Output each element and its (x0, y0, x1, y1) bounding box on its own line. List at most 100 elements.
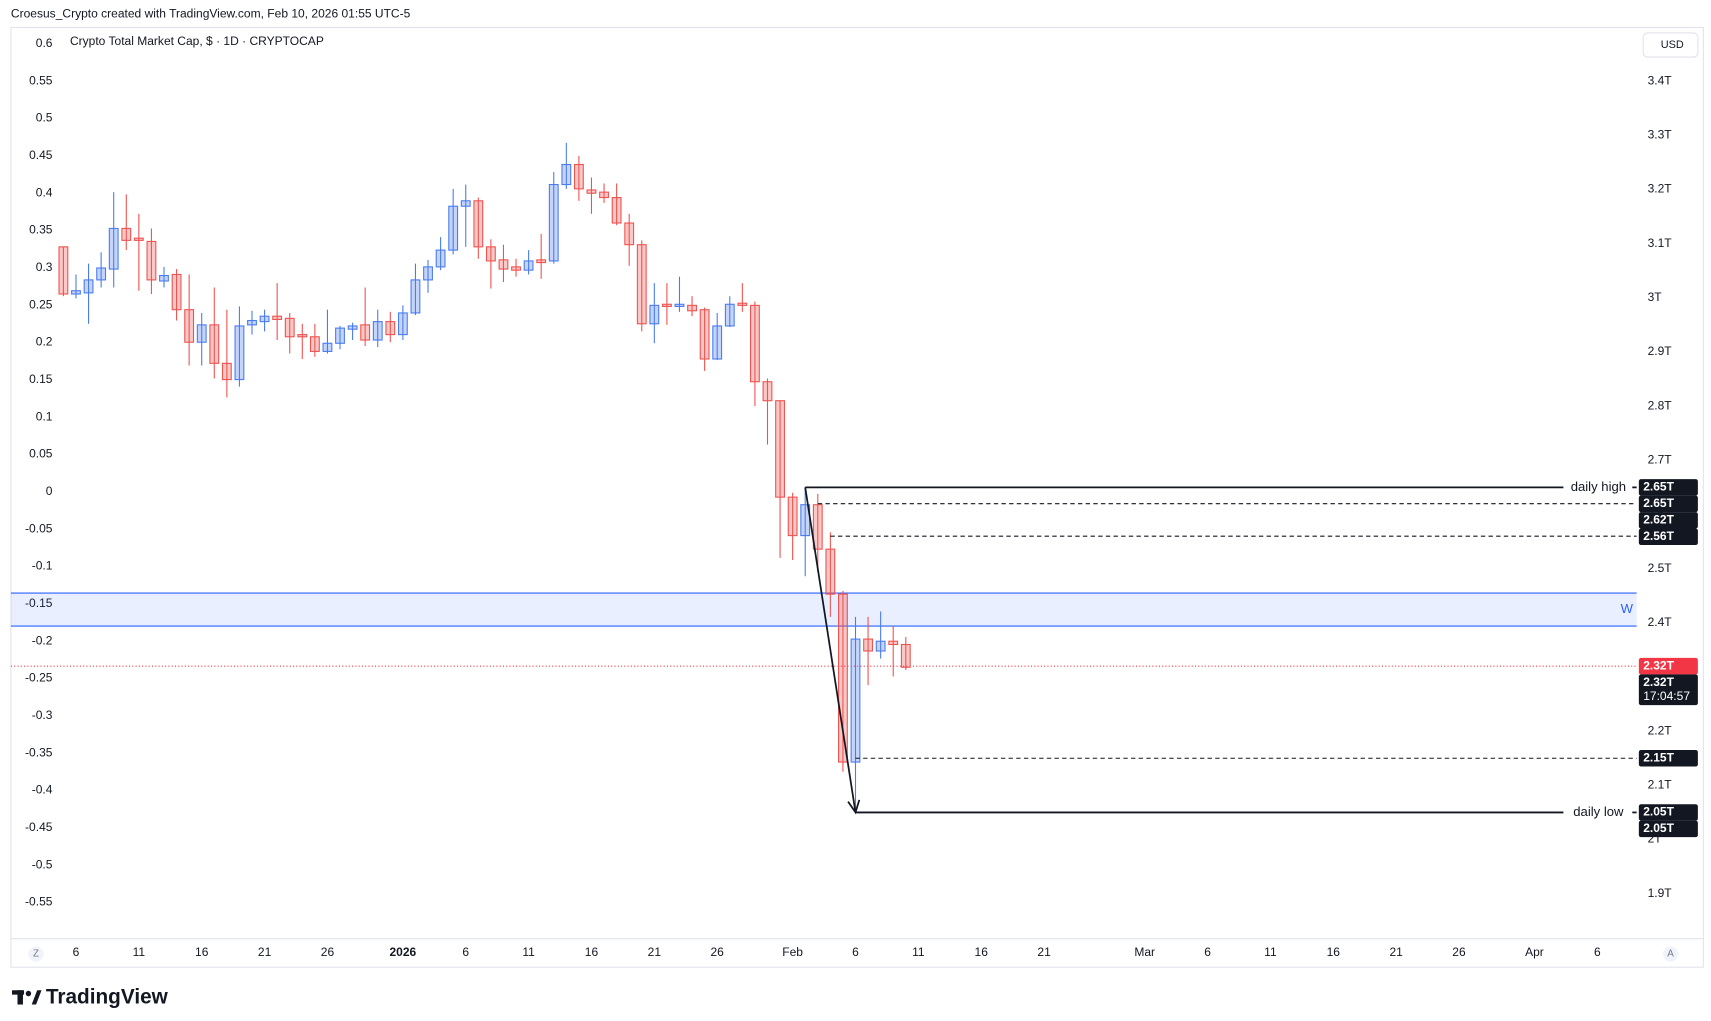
x-tick-label: 16 (195, 945, 209, 959)
candle-body (863, 638, 873, 652)
y2-tick-label: -0.25 (25, 671, 53, 685)
candle-body (888, 640, 899, 646)
y2-tick-label: -0.2 (32, 633, 53, 647)
price-tag-label: 2.05T (1643, 821, 1674, 835)
candle-body (397, 312, 408, 336)
candle-body (674, 303, 685, 307)
currency-label: USD (1661, 39, 1684, 51)
price-tag-label: 2.32T (1643, 675, 1674, 689)
candle-body (875, 640, 886, 652)
candle-body (146, 240, 157, 281)
candle-body (58, 246, 69, 295)
candle-body (498, 259, 509, 270)
y2-tick-label: 0.05 (29, 447, 53, 461)
candle-body (410, 279, 421, 314)
candle-body (83, 279, 94, 294)
x-tick-label: 6 (1204, 945, 1211, 959)
candle-body (825, 548, 836, 595)
candle-body (636, 244, 647, 325)
level-label: daily high (1571, 479, 1626, 494)
candle-body (737, 302, 748, 306)
y2-tick-label: -0.55 (25, 895, 53, 909)
y2-tick-label: 0.45 (29, 148, 53, 162)
y2-tick-label: 0.35 (29, 223, 53, 237)
price-tag (1638, 750, 1698, 767)
x-tick-label: 16 (975, 945, 989, 959)
candle-body (573, 163, 584, 190)
y-tick-label: 3.1T (1648, 236, 1673, 250)
candle-body (850, 638, 861, 763)
x-tick-label: 26 (711, 945, 725, 959)
x-tick-label: 26 (321, 945, 335, 959)
candle-body (448, 205, 459, 251)
price-tag-label: 2.56T (1643, 529, 1674, 543)
x-tick-label: 21 (1389, 945, 1403, 959)
candle-body (309, 336, 320, 352)
candle-body (724, 303, 735, 327)
candle-body (624, 222, 635, 246)
logo-part (17, 990, 23, 1005)
price-tag-label: 2.62T (1643, 512, 1674, 526)
price-tag (1638, 512, 1698, 529)
candle-body (96, 267, 107, 281)
x-tick-label: 11 (912, 945, 925, 959)
candle-body (171, 273, 182, 311)
y2-tick-label: 0.4 (36, 185, 53, 199)
candle-body (247, 319, 257, 326)
candle-body (838, 593, 848, 763)
x-tick-label: 6 (73, 945, 80, 959)
candle-body (121, 227, 132, 241)
currency-button[interactable] (1642, 32, 1699, 58)
y2-tick-label: 0 (46, 484, 53, 498)
candle-body (485, 246, 496, 262)
y-tick-label: 2.1T (1648, 778, 1673, 792)
scale-button[interactable] (28, 946, 44, 962)
candle-body (71, 290, 81, 295)
candle-body (423, 266, 433, 281)
y2-tick-label: 0.2 (36, 335, 53, 349)
candle-body (649, 304, 660, 325)
y2-tick-label: 0.1 (36, 409, 53, 423)
candle-body (523, 260, 534, 271)
y2-tick-label: -0.5 (32, 857, 53, 871)
price-tag (1638, 528, 1698, 546)
y-tick-label: 2.7T (1648, 452, 1673, 466)
x-tick-label: 11 (133, 945, 146, 959)
zone-label: W (1621, 601, 1634, 616)
candle-body (184, 309, 195, 343)
y-tick-label: 1.9T (1648, 886, 1673, 900)
byline: Croesus_Crypto created with TradingView.… (11, 6, 411, 20)
candle-body (460, 200, 471, 207)
x-tick-label: Apr (1525, 945, 1544, 959)
x-tick-label: 16 (585, 945, 599, 959)
candle-body (385, 321, 396, 336)
candle-body (536, 259, 547, 264)
y2-tick-label: -0.3 (32, 708, 53, 722)
candle-body (360, 324, 371, 341)
candle-body (548, 184, 559, 262)
y-tick-label: 3T (1648, 290, 1663, 304)
candle-body (586, 189, 597, 194)
chart-title: Crypto Total Market Cap, $ · 1D · CRYPTO… (70, 34, 324, 48)
candle-body (259, 315, 270, 323)
logo-icon (12, 990, 42, 1005)
price-tag-label: 2.05T (1643, 805, 1674, 819)
candle-body (221, 362, 232, 381)
price-tag (1638, 479, 1698, 496)
candle-body (209, 324, 220, 364)
y-tick-label: 2.4T (1648, 615, 1673, 629)
candle-body (687, 304, 697, 312)
x-tick-label: 6 (462, 945, 469, 959)
y2-tick-label: -0.45 (25, 820, 53, 834)
arrow-line (804, 487, 857, 813)
candle-body (322, 342, 333, 352)
candle-body (611, 197, 622, 224)
x-tick-label: 26 (1452, 945, 1466, 959)
x-tick-label: 6 (852, 945, 859, 959)
candle-body (297, 334, 308, 338)
scale-button[interactable] (1662, 946, 1679, 962)
candle-body (196, 324, 207, 343)
candle-body (712, 325, 723, 360)
price-tag-label: 2.65T (1643, 480, 1674, 494)
